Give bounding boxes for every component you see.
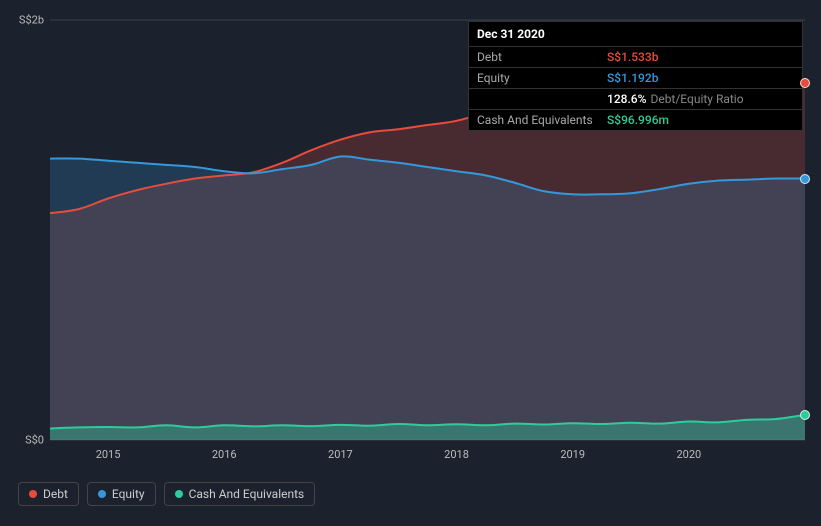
tooltip-row-value: S$1.533b: [607, 50, 658, 64]
legend-item-cash-and-equivalents[interactable]: Cash And Equivalents: [164, 482, 316, 506]
legend-item-equity[interactable]: Equity: [87, 482, 156, 506]
chart-container: S$0 S$2b 2015 2016 2017 2018 2019 2020 Dec 31 …: [0, 0, 821, 526]
x-tick-label: 2019: [560, 448, 585, 461]
tooltip-row-label: [477, 92, 607, 106]
equity-area: [50, 156, 805, 440]
debt-end-marker: [800, 78, 810, 88]
tooltip-row: EquityS$1.192b: [469, 67, 802, 88]
hover-tooltip: Dec 31 2020 DebtS$1.533bEquityS$1.192b12…: [468, 21, 803, 131]
legend-item-debt[interactable]: Debt: [18, 482, 79, 506]
y-tick-label: S$0: [0, 434, 44, 447]
legend-item-label: Cash And Equivalents: [189, 487, 305, 501]
tooltip-row-label: Debt: [477, 50, 607, 64]
y-tick-label: S$2b: [0, 14, 44, 27]
cash-end-marker: [800, 410, 810, 420]
x-tick-label: 2015: [96, 448, 121, 461]
tooltip-row-label: Cash And Equivalents: [477, 113, 607, 127]
tooltip-row: DebtS$1.533b: [469, 46, 802, 67]
x-tick-label: 2018: [444, 448, 469, 461]
tooltip-date: Dec 31 2020: [469, 22, 802, 46]
tooltip-row: Cash And EquivalentsS$96.996m: [469, 109, 802, 130]
x-tick-label: 2020: [676, 448, 701, 461]
tooltip-row-value: 128.6%: [607, 92, 646, 106]
tooltip-row-label: Equity: [477, 71, 607, 85]
tooltip-row: 128.6% Debt/Equity Ratio: [469, 88, 802, 109]
legend-dot-icon: [29, 490, 37, 498]
x-tick-label: 2016: [212, 448, 237, 461]
legend-dot-icon: [98, 490, 106, 498]
legend-item-label: Equity: [112, 487, 145, 501]
tooltip-row-value: S$96.996m: [607, 113, 669, 127]
x-tick-label: 2017: [328, 448, 353, 461]
tooltip-row-extra: Debt/Equity Ratio: [650, 92, 743, 106]
legend: Debt Equity Cash And Equivalents: [18, 482, 315, 506]
equity-end-marker: [800, 174, 810, 184]
tooltip-row-value: S$1.192b: [607, 71, 658, 85]
legend-item-label: Debt: [43, 487, 68, 501]
legend-dot-icon: [175, 490, 183, 498]
